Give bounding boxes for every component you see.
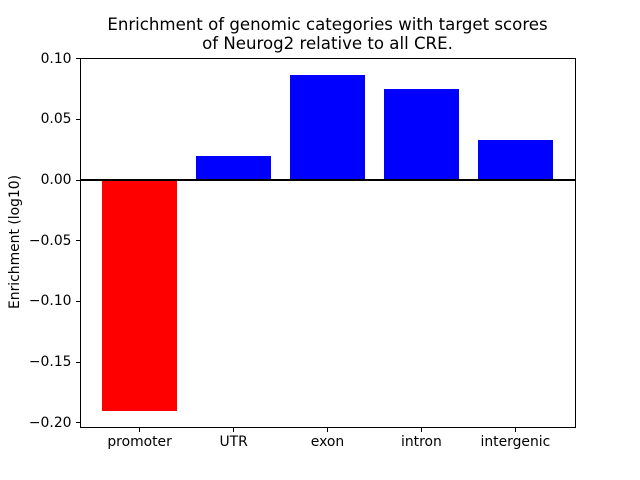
y-tick-mark	[75, 361, 80, 363]
bar-intron	[383, 89, 460, 180]
y-tick-mark	[75, 58, 80, 60]
chart-title: Enrichment of genomic categories with ta…	[79, 15, 576, 53]
x-tick-mark	[327, 427, 328, 432]
x-tick-label: intron	[400, 433, 442, 450]
y-tick-label: 0.00	[40, 172, 72, 188]
plot-border	[79, 57, 576, 428]
bar-promoter	[102, 180, 178, 411]
chart-title-line-1: Enrichment of genomic categories with ta…	[107, 15, 548, 34]
x-tick-label: promoter	[107, 433, 172, 450]
y-tick-label: −0.20	[28, 414, 72, 431]
x-tick-mark	[420, 427, 422, 432]
y-tick-label: 0.05	[40, 111, 72, 128]
y-tick-mark	[75, 300, 80, 302]
y-tick-label: 0.10	[40, 50, 72, 67]
x-tick-mark	[233, 427, 235, 432]
bar-exon	[289, 74, 366, 180]
x-tick-label: intergenic	[480, 433, 551, 450]
y-tick-mark	[75, 118, 80, 120]
zero-line	[79, 179, 576, 181]
y-tick-mark	[75, 422, 80, 424]
bar-intergenic	[477, 140, 553, 180]
x-tick-label: UTR	[219, 433, 248, 450]
x-tick-mark	[514, 427, 516, 432]
y-tick-mark	[75, 179, 80, 181]
y-tick-label: −0.05	[28, 232, 72, 249]
y-tick-mark	[75, 240, 80, 242]
x-tick-label: exon	[310, 433, 345, 450]
y-tick-label: −0.10	[28, 293, 72, 310]
bar-UTR	[196, 155, 272, 181]
x-tick-mark	[139, 427, 141, 432]
chart-title-line-2: of Neurog2 relative to all CRE.	[202, 34, 453, 53]
y-tick-label: −0.15	[28, 354, 72, 370]
